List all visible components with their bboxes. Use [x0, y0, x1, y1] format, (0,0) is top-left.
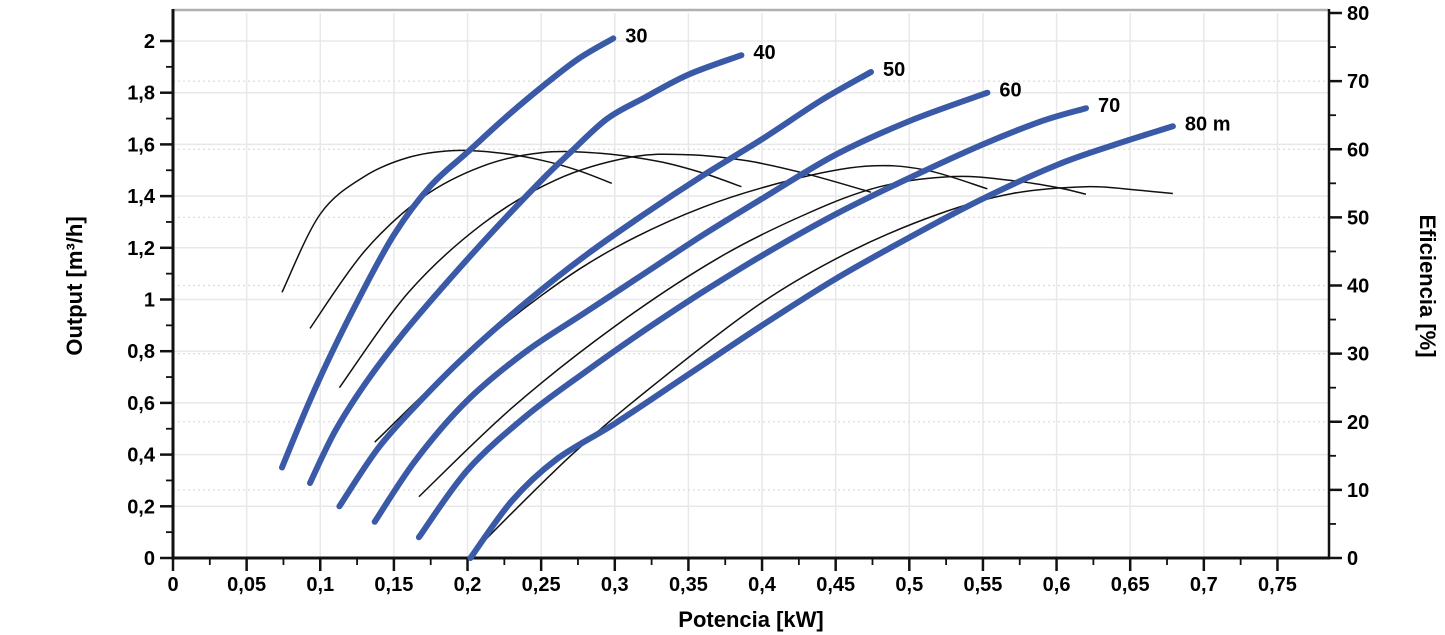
y-left-axis-title: Output [m³/h]	[62, 216, 87, 355]
y-left-tick-label: 0	[144, 548, 155, 570]
tick-labels-layer: 0 0,05 0,1 0,15 0,2 0,25 0,3 0,35 0,4 0,45 0,5 0,55…	[127, 3, 1369, 596]
y-right-axis-title: Eficiencia [%]	[1415, 214, 1440, 357]
x-tick-label: 0,6	[1043, 574, 1071, 596]
y-left-tick-label: 1,6	[127, 134, 155, 156]
head-curve-label-30: 30	[625, 25, 647, 47]
head-curves-layer	[279, 35, 1176, 561]
x-tick-label: 0,45	[816, 574, 855, 596]
efficiency-curve-80	[469, 185, 1173, 556]
x-tick-label: 0,3	[601, 574, 629, 596]
x-tick-label: 0,75	[1258, 574, 1297, 596]
y-right-tick-label: 80	[1347, 3, 1369, 25]
x-tick-label: 0,5	[895, 574, 923, 596]
y-right-tick-label: 50	[1347, 207, 1369, 229]
efficiency-curve-40	[309, 150, 742, 329]
head-curve-40	[307, 52, 745, 486]
y-right-tick-label: 60	[1347, 139, 1369, 161]
head-curve-70	[415, 105, 1089, 541]
y-left-tick-label: 2	[144, 31, 155, 53]
y-left-tick-label: 1	[144, 290, 155, 312]
head-curve-label-40: 40	[753, 42, 775, 64]
x-tick-label: 0,2	[454, 574, 482, 596]
x-tick-label: 0,05	[227, 574, 266, 596]
x-axis-title: Potencia [kW]	[678, 607, 823, 632]
head-curve-60	[371, 89, 991, 525]
x-tick-label: 0,7	[1190, 574, 1218, 596]
efficiency-curve-50	[338, 153, 872, 389]
curve-labels-layer: 30 40 50 60 70 80 m	[625, 25, 1230, 135]
y-right-tick-label: 10	[1347, 480, 1369, 502]
y-left-tick-label: 0,6	[127, 393, 155, 415]
efficiency-curves-layer	[281, 149, 1173, 556]
gridlines-layer	[173, 13, 1329, 558]
y-left-tick-label: 0,4	[127, 445, 156, 467]
y-right-tick-label: 70	[1347, 71, 1369, 93]
y-right-tick-label: 0	[1347, 548, 1358, 570]
x-tick-label: 0,35	[669, 574, 708, 596]
head-curve-label-80: 80 m	[1185, 113, 1231, 135]
y-left-tick-label: 1,2	[127, 238, 155, 260]
y-right-tick-label: 30	[1347, 344, 1369, 366]
efficiency-curve-30	[281, 149, 613, 293]
x-tick-label: 0,55	[963, 574, 1002, 596]
head-curve-30	[279, 35, 617, 471]
y-right-tick-label: 40	[1347, 276, 1369, 298]
ticks-layer	[160, 11, 1342, 571]
x-tick-label: 0,4	[748, 574, 777, 596]
efficiency-curve-70	[418, 175, 1087, 498]
head-curve-label-50: 50	[883, 59, 905, 81]
head-curve-label-60: 60	[999, 80, 1021, 102]
y-right-tick-label: 20	[1347, 412, 1369, 434]
x-tick-label: 0	[167, 574, 178, 596]
x-tick-label: 0,15	[374, 574, 413, 596]
head-curve-50	[336, 69, 874, 510]
x-tick-label: 0,65	[1111, 574, 1150, 596]
y-left-tick-label: 0,2	[127, 496, 155, 518]
y-left-tick-label: 1,8	[127, 83, 155, 105]
x-tick-label: 0,1	[306, 574, 334, 596]
x-tick-label: 0,25	[522, 574, 561, 596]
y-left-tick-label: 1,4	[127, 186, 156, 208]
y-left-tick-label: 0,8	[127, 341, 155, 363]
head-curve-label-70: 70	[1098, 95, 1120, 117]
axes-frame-layer	[171, 8, 1331, 560]
head-curve-80	[467, 123, 1176, 561]
